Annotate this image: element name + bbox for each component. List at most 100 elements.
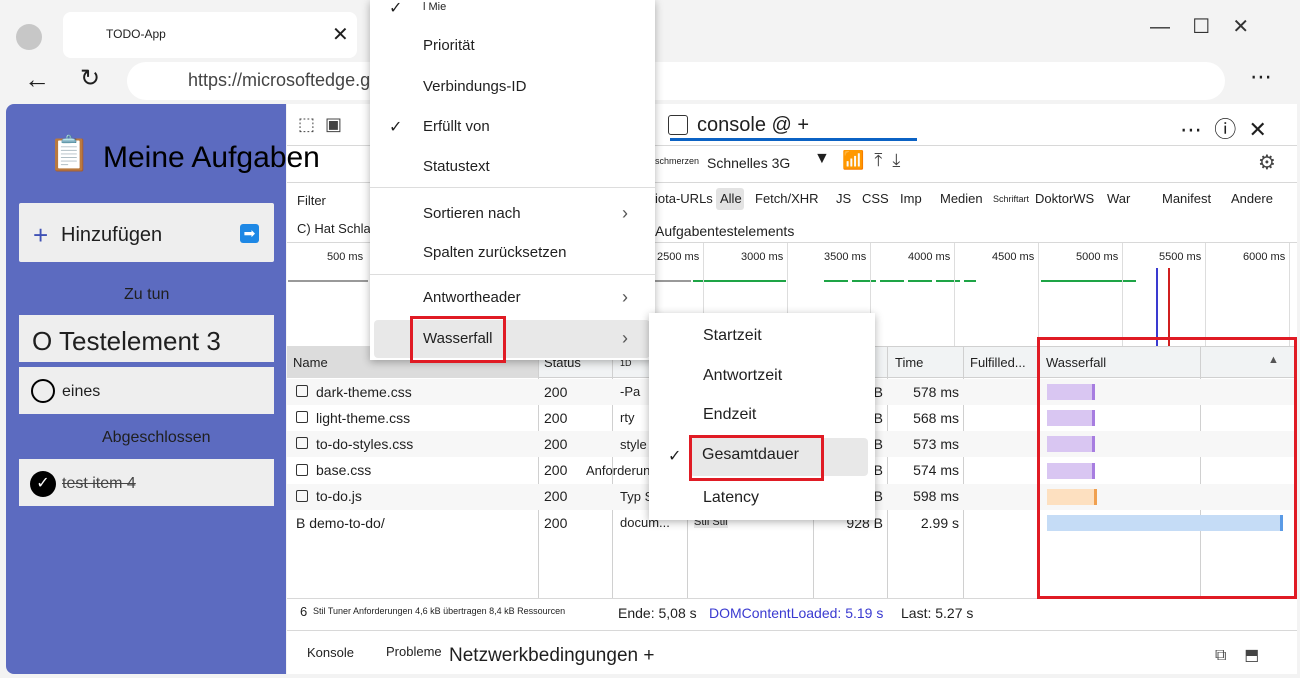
profile-icon[interactable] xyxy=(16,24,42,50)
row-status: 200 xyxy=(544,436,568,452)
row-name[interactable]: to-do.js xyxy=(316,488,362,505)
column-header[interactable]: Name xyxy=(293,355,328,371)
window-controls[interactable]: — ☐ ✕ xyxy=(1150,16,1250,38)
todo-item[interactable] xyxy=(19,367,274,414)
menu-item[interactable]: Spalten zurücksetzen xyxy=(423,244,567,261)
menu-separator xyxy=(370,187,655,188)
back-button[interactable]: ← xyxy=(24,64,50,94)
row-status: 200 xyxy=(544,514,568,531)
drawer-icons[interactable]: ⧉ ⬒ xyxy=(1215,647,1260,664)
section-heading: Zu tun xyxy=(124,286,170,304)
refresh-button[interactable]: ↻ xyxy=(80,65,101,92)
filter-type[interactable]: DoktorWS xyxy=(1035,191,1095,207)
filter-type[interactable]: iota-URLs xyxy=(655,191,713,207)
menu-item[interactable]: Erfüllt von xyxy=(423,118,490,135)
devtools-actions[interactable]: ⋯ ⓘ ✕ xyxy=(1180,117,1267,142)
column-header[interactable]: Wasserfall xyxy=(1046,355,1107,371)
row-type: style xyxy=(620,436,647,452)
column-divider xyxy=(887,346,888,598)
todo-text[interactable]: eines xyxy=(62,383,101,401)
row-name[interactable]: B demo-to-do/ xyxy=(296,514,385,531)
row-name[interactable]: light-theme.css xyxy=(316,409,411,426)
filter-type[interactable]: Medien xyxy=(940,191,983,207)
row-name[interactable]: base.css xyxy=(316,462,372,479)
row-time: 574 ms xyxy=(913,462,959,479)
filter-type[interactable]: JS xyxy=(836,191,852,207)
submenu-arrow: › xyxy=(622,287,628,308)
browser-tab[interactable] xyxy=(63,12,357,58)
drawer-tab[interactable]: Konsole xyxy=(307,645,354,661)
todo-item[interactable] xyxy=(19,315,274,362)
submenu-item[interactable]: Antwortzeit xyxy=(703,367,783,385)
column-divider xyxy=(1200,346,1201,598)
submenu-item[interactable]: Latency xyxy=(703,489,760,507)
timeline-bar xyxy=(288,280,368,282)
filter-type[interactable]: CSS xyxy=(862,191,889,207)
timeline-bar xyxy=(693,280,786,282)
add-label[interactable]: Hinzufügen xyxy=(61,224,163,246)
drawer-tab[interactable]: Probleme xyxy=(386,644,442,660)
drawer-tab[interactable]: Netzwerkbedingungen + xyxy=(449,644,655,667)
tab-underline xyxy=(670,138,917,141)
menu-item[interactable]: Statustext xyxy=(423,158,490,175)
menu-button[interactable]: ⋯ xyxy=(1250,64,1272,89)
submenu-item[interactable]: Endzeit xyxy=(703,406,757,424)
close-tab[interactable]: ✕ xyxy=(332,24,349,46)
menu-item[interactable]: l Mie xyxy=(423,1,447,14)
filter-type[interactable]: Alle xyxy=(720,191,742,207)
checkbox-circle[interactable] xyxy=(31,379,55,403)
row-size: B xyxy=(873,462,883,479)
column-header[interactable]: 1D xyxy=(620,357,632,368)
menu-item[interactable]: Sortieren nach xyxy=(423,205,521,222)
row-status: 200 xyxy=(544,462,568,479)
column-header[interactable]: Fulfilled... xyxy=(970,355,1026,371)
row-name[interactable]: dark-theme.css xyxy=(316,383,412,400)
row-type: rty xyxy=(620,410,635,426)
timeline-tick: 500 ms xyxy=(327,251,364,264)
todo-text[interactable]: O Testelement 3 xyxy=(32,326,221,357)
row-name[interactable]: to-do-styles.css xyxy=(316,436,414,452)
filter-type[interactable]: Manifest xyxy=(1162,191,1212,207)
network-icons[interactable]: 📶 ⤒ ⤓ xyxy=(842,150,901,170)
filter-type[interactable]: War xyxy=(1107,191,1131,207)
done-text[interactable]: test item 4 xyxy=(62,475,136,493)
blocked-label: Aufgabentestelements xyxy=(655,222,795,239)
menu-item[interactable]: Antwortheader xyxy=(423,289,521,306)
filter-type[interactable]: Andere xyxy=(1231,191,1273,207)
timeline-gridline xyxy=(787,243,788,346)
tab-title[interactable]: TODO-App xyxy=(106,26,166,41)
menu-item[interactable]: Verbindungs-ID xyxy=(423,78,527,95)
throttle-dropdown[interactable]: ▼ xyxy=(814,150,830,167)
filter-type[interactable]: Imp xyxy=(900,191,922,207)
filter-input[interactable]: Filter xyxy=(297,193,326,209)
checked-circle[interactable]: ✓ xyxy=(30,471,56,497)
row-time: 598 ms xyxy=(913,488,959,505)
inspect-icons[interactable]: ⬚ ▣ xyxy=(298,114,343,134)
devtools-tab[interactable]: console @ + xyxy=(697,114,810,136)
menu-item[interactable]: Wasserfall xyxy=(423,330,493,347)
done-item[interactable] xyxy=(19,459,274,506)
timeline-gridline xyxy=(1038,243,1039,346)
submenu-item[interactable]: Gesamtdauer xyxy=(702,446,799,464)
row-size: B xyxy=(873,383,883,400)
check-mark: ✓ xyxy=(668,448,682,466)
throttle[interactable]: Schnelles 3G xyxy=(707,154,791,171)
dcl-line xyxy=(1156,268,1158,346)
address-bar[interactable] xyxy=(127,62,1225,100)
checkbox-label[interactable]: C) Hat Schlag xyxy=(297,221,378,237)
enter-icon: ➡ xyxy=(240,224,259,243)
menu-item[interactable]: Priorität xyxy=(423,37,475,54)
filter-type[interactable]: Schriftart xyxy=(993,193,1030,204)
submenu-item[interactable]: Startzeit xyxy=(703,327,762,345)
column-header[interactable]: Time xyxy=(895,355,924,371)
url[interactable]: https://microsoftedge.g xyxy=(188,70,371,91)
settings-icon[interactable]: ⚙ xyxy=(1258,152,1276,174)
console-icon xyxy=(668,115,688,135)
menu-highlight xyxy=(374,320,650,358)
summary-finish: Ende: 5,08 s xyxy=(618,604,697,621)
menu-separator xyxy=(370,274,655,275)
add-button[interactable] xyxy=(19,203,274,262)
highlight-box xyxy=(410,316,506,363)
filter-type[interactable]: Fetch/XHR xyxy=(755,191,819,207)
